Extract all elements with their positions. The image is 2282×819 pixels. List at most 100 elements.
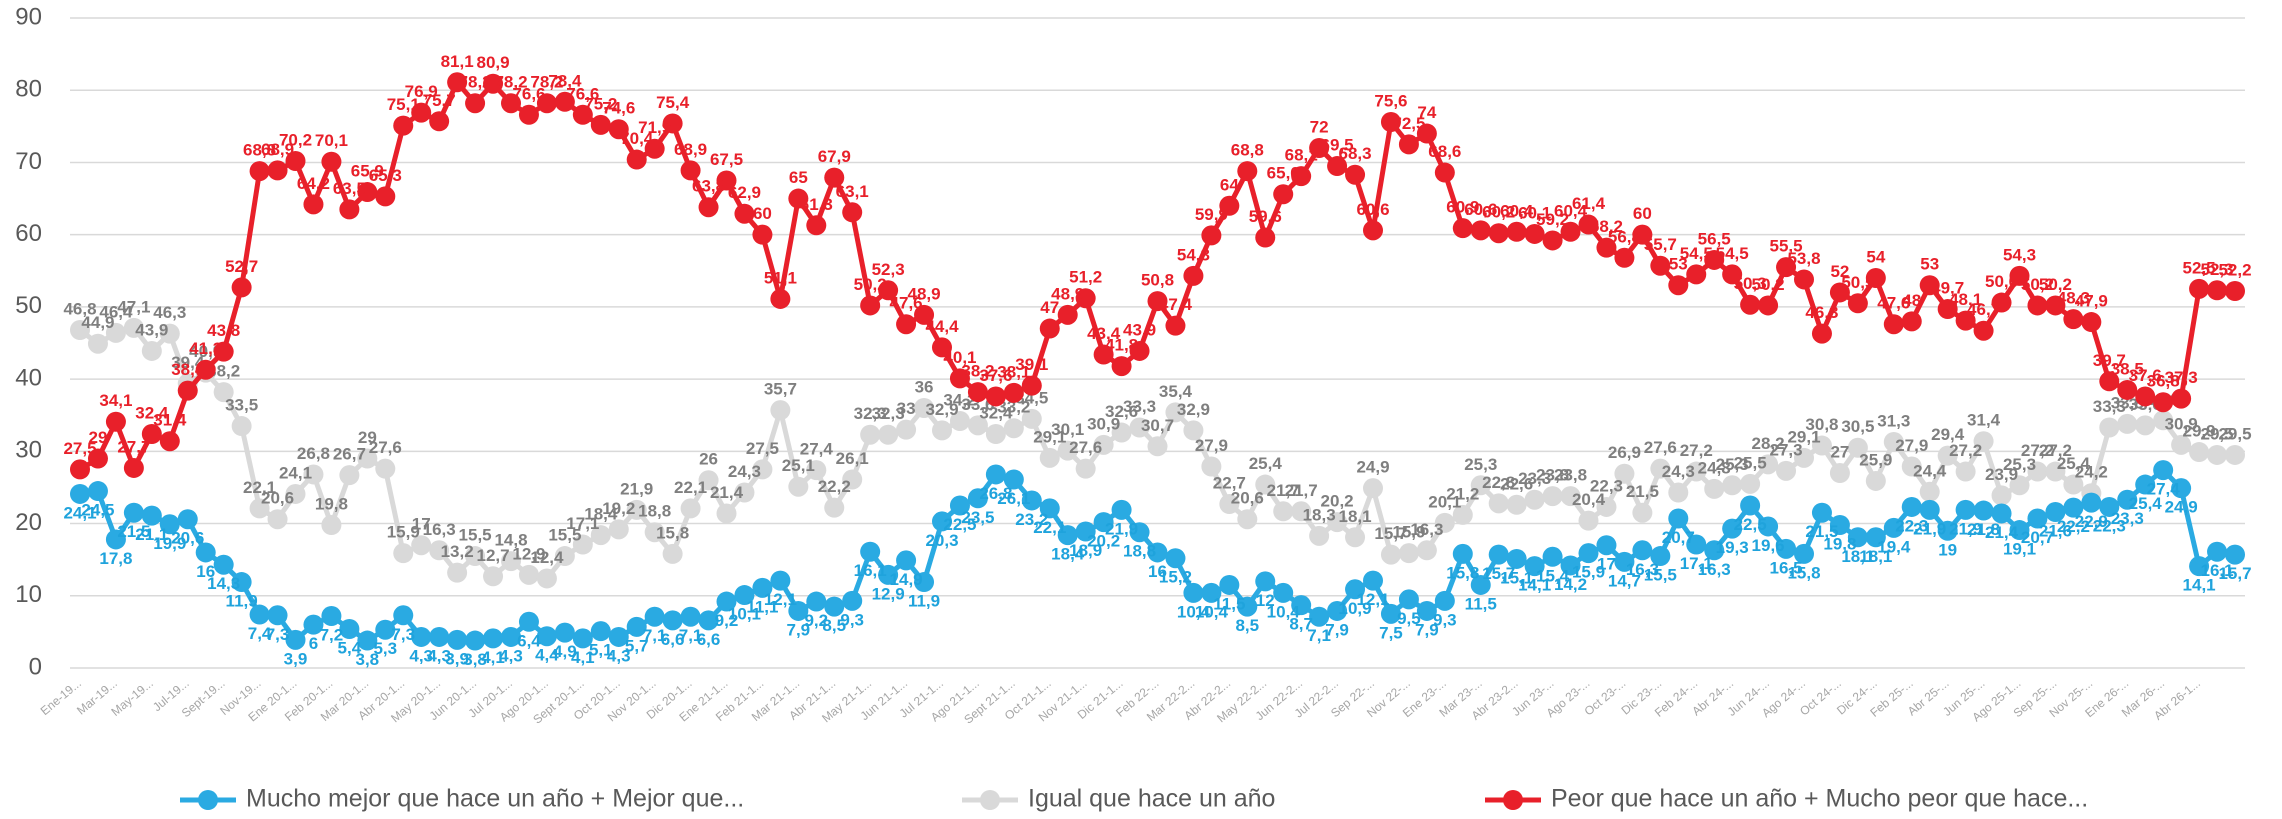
data-label: 53,8 — [1787, 249, 1820, 268]
data-label: 27,2 — [1680, 441, 1713, 460]
point — [249, 161, 270, 182]
point — [770, 288, 791, 309]
y-tick-label: 20 — [15, 509, 42, 536]
point — [590, 621, 611, 642]
point — [554, 546, 575, 567]
point — [1327, 512, 1348, 533]
point — [1973, 500, 1994, 521]
point — [1470, 475, 1491, 496]
data-label: 24,8 — [1698, 458, 1731, 477]
point — [1650, 546, 1671, 567]
data-label: 25,4 — [2057, 454, 2091, 473]
point — [267, 160, 288, 181]
data-label: 23,5 — [961, 508, 994, 527]
data-label: 65,6 — [1267, 164, 1300, 183]
data-label: 18,8 — [1123, 542, 1156, 561]
point — [1219, 195, 1240, 216]
data-label: 8,5 — [1235, 616, 1259, 635]
point — [680, 498, 701, 519]
point — [195, 359, 216, 380]
data-label: 67,5 — [710, 150, 743, 169]
data-label: 11,9 — [226, 592, 258, 611]
point — [1147, 291, 1168, 312]
data-label: 18,9 — [1069, 541, 1102, 560]
data-label: 74,6 — [602, 99, 635, 118]
point — [1991, 292, 2012, 313]
point — [1704, 478, 1725, 499]
point — [1883, 314, 1904, 335]
point — [518, 611, 539, 632]
point — [501, 93, 521, 114]
data-label: 20,2 — [1087, 532, 1120, 551]
data-label: 33 — [897, 399, 916, 418]
point — [734, 482, 755, 503]
data-label: 21,9 — [1949, 519, 1982, 538]
data-label: 50,6 — [1985, 272, 2018, 291]
data-label: 15,4 — [1536, 566, 1570, 585]
point — [1704, 249, 1725, 270]
data-label: 34,2 — [943, 390, 976, 409]
data-label: 10,9 — [1338, 599, 1371, 618]
data-label: 48,9 — [1051, 284, 1084, 303]
point — [1291, 501, 1312, 522]
data-label: 21,9 — [1105, 519, 1138, 538]
data-label: 22,3 — [1895, 516, 1928, 535]
data-label: 12,1 — [1356, 590, 1389, 609]
data-label: 16,3 — [423, 520, 456, 539]
data-label: 50,2 — [854, 275, 887, 294]
data-label: 19,8 — [315, 494, 348, 513]
data-label: 10,4 — [1267, 602, 1301, 621]
data-label: 63,1 — [836, 182, 869, 201]
point — [572, 104, 593, 125]
point — [914, 398, 935, 418]
data-label: 26,8 — [297, 444, 330, 463]
point — [1937, 299, 1958, 320]
data-label: 4,4 — [535, 646, 559, 665]
point — [195, 542, 216, 563]
data-label: 26,9 — [1608, 443, 1641, 462]
data-label: 63,5 — [333, 179, 366, 198]
point — [896, 314, 917, 335]
data-label: 23,8 — [1536, 466, 1569, 485]
data-label: 33,2 — [997, 398, 1030, 417]
data-label: 38,1 — [997, 362, 1030, 381]
data-label: 70,2 — [279, 130, 312, 149]
point — [2009, 475, 2030, 496]
point — [303, 464, 324, 485]
data-label: 27,9 — [1195, 436, 1228, 455]
data-label: 19,1 — [2003, 540, 2036, 559]
point — [1201, 225, 1222, 246]
data-label: 78,2 — [459, 73, 492, 92]
point — [2153, 392, 2174, 413]
data-label: 22,2 — [2057, 517, 2090, 536]
data-label: 21,5 — [1626, 482, 1659, 501]
data-label: 46,3 — [153, 303, 186, 322]
point — [1794, 447, 1814, 468]
point — [213, 554, 234, 575]
point — [788, 600, 809, 621]
point — [1488, 544, 1509, 565]
data-label: 63,8 — [692, 177, 725, 196]
point — [2153, 460, 2174, 481]
data-label: 78,2 — [530, 73, 563, 92]
point — [1363, 478, 1383, 499]
point — [1291, 595, 1312, 616]
data-label: 4,9 — [553, 642, 577, 661]
point — [536, 626, 557, 647]
data-label: 21,2 — [1446, 484, 1479, 503]
data-label: 47,6 — [890, 294, 923, 313]
point — [1129, 522, 1150, 543]
data-label: 39,7 — [2093, 351, 2126, 370]
point — [626, 616, 647, 637]
data-label: 7,2 — [320, 625, 344, 644]
point — [393, 115, 414, 136]
data-label: 20,6 — [261, 489, 294, 508]
data-label: 43,9 — [1123, 320, 1156, 339]
point — [357, 630, 378, 651]
point — [1183, 420, 1204, 441]
point — [447, 629, 468, 650]
point — [1273, 184, 1294, 205]
data-label: 48,9 — [907, 284, 940, 303]
point — [213, 382, 234, 403]
